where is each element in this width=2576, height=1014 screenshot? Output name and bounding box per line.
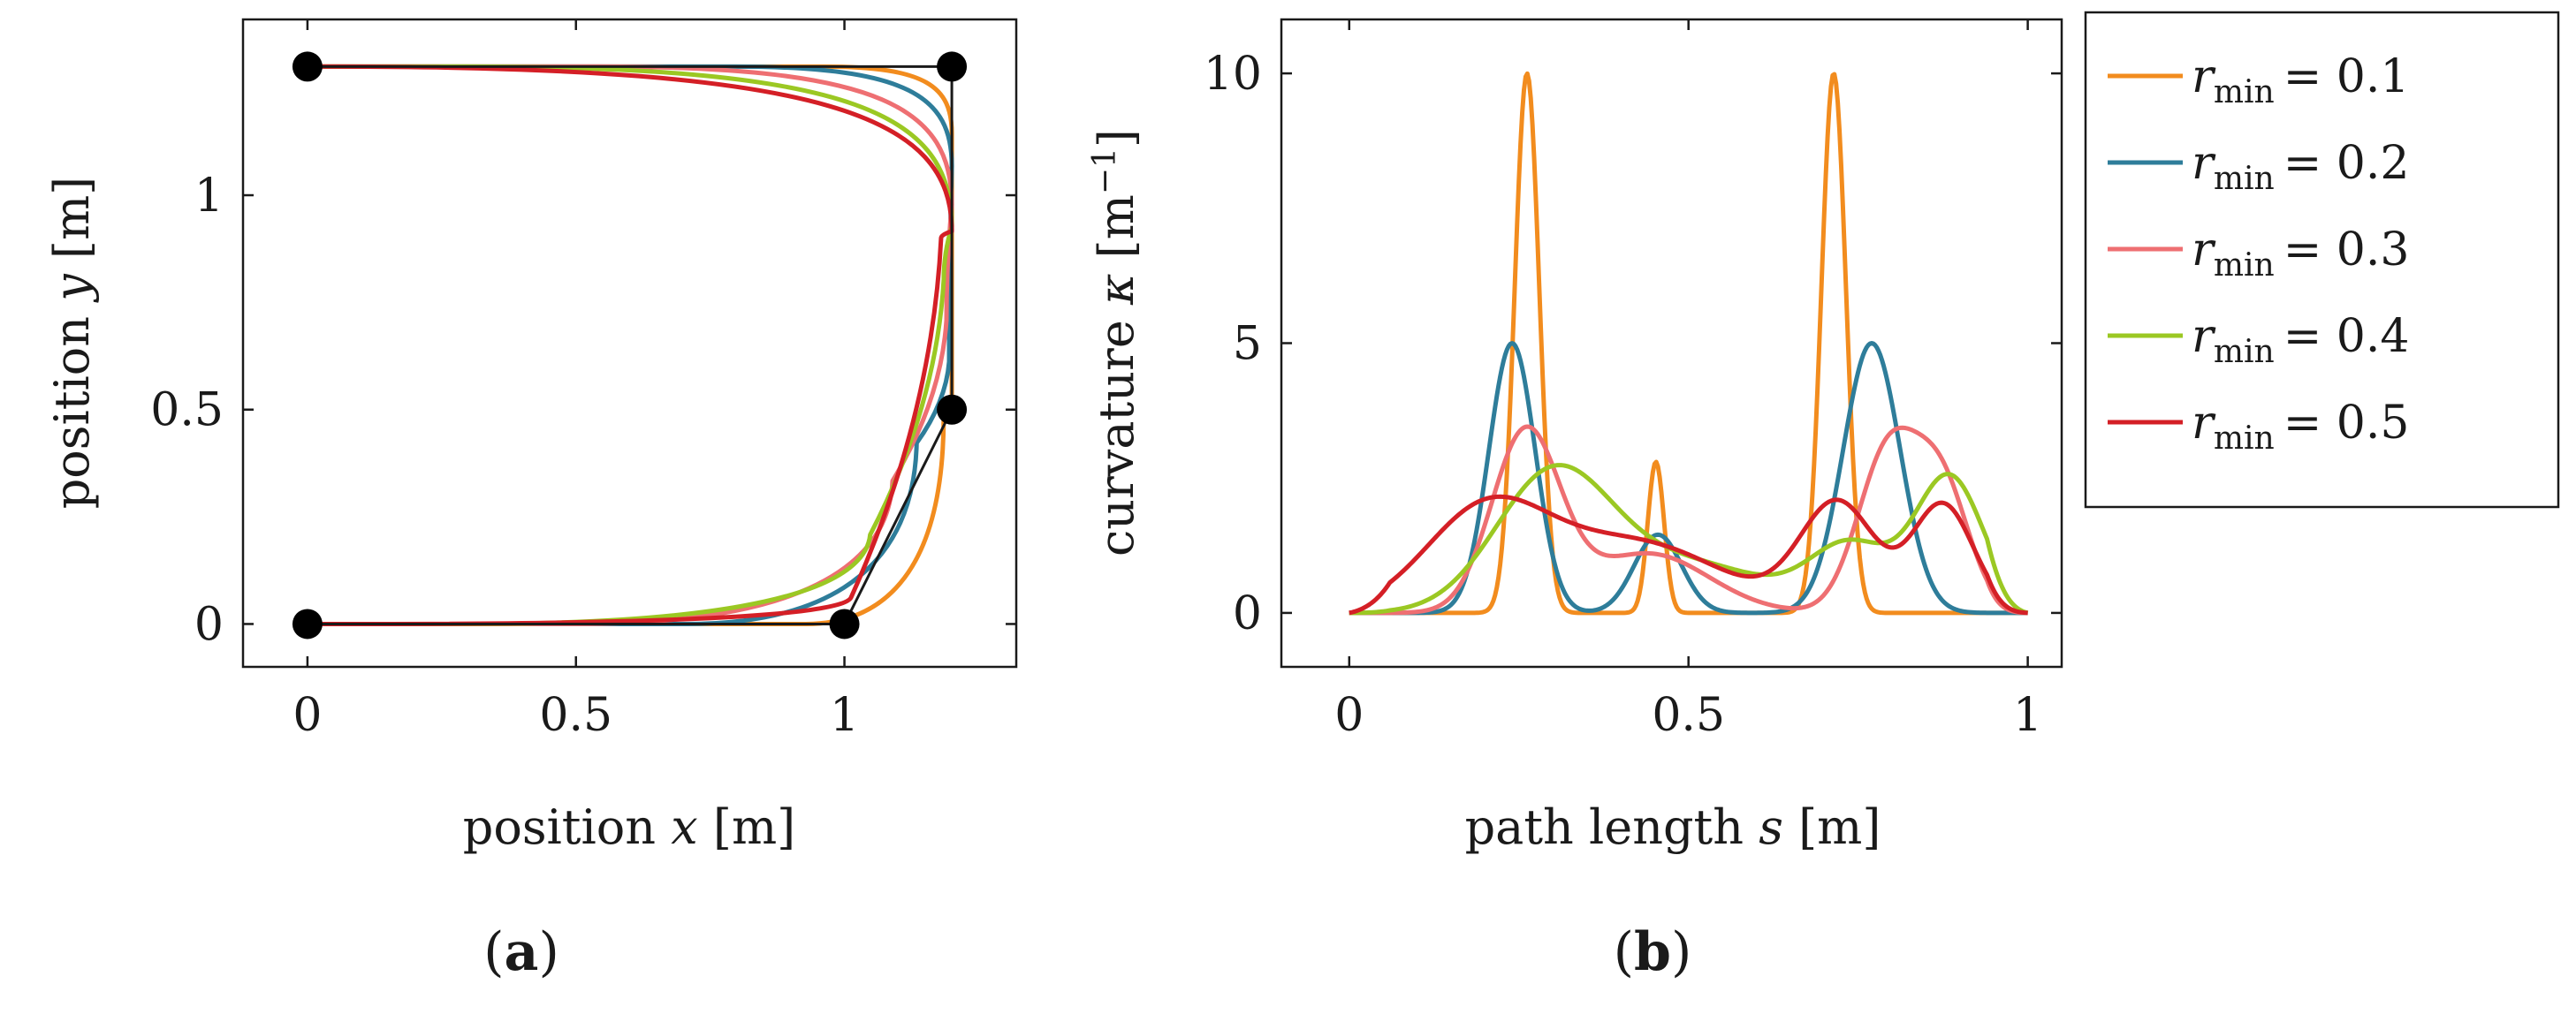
panel-a-path-r-min-0.5: [307, 64, 954, 626]
legend: rmin = 0.1 rmin = 0.2 rmin = 0.3 rmin = 0.4 …: [2084, 11, 2560, 509]
panel-a-xtick-label: 1: [830, 689, 859, 742]
panel-a-xlabel: position x [m]: [463, 799, 795, 855]
panel-a-waypoint: [937, 394, 968, 425]
panel-a-path-r-min-0.2: [307, 64, 954, 626]
legend-label-rmin-0.3: rmin = 0.3: [2192, 223, 2410, 284]
legend-entry: rmin = 0.4: [2108, 310, 2410, 370]
panel-a-path-r-min-0.4: [307, 64, 954, 626]
panel-b-curves: [1349, 71, 2029, 616]
panel-a-waypoint: [292, 51, 323, 82]
panel-a-axes-frame: [241, 18, 1018, 669]
legend-entry: rmin = 0.5: [2108, 397, 2410, 457]
panel-a-ytick-label: 0.5: [150, 384, 224, 437]
panel-a-curves: [307, 64, 954, 626]
legend-entry: rmin = 0.2: [2108, 137, 2410, 197]
panel-b-label: (b): [1614, 921, 1692, 983]
panel-a-label: (a): [483, 921, 559, 983]
panel-a-ylabel: position y [m]: [44, 177, 100, 510]
panel-b-curve-r-min-0.3: [1349, 424, 2029, 616]
panel-b-ytick-label: 10: [1204, 48, 1262, 101]
panel-b-xlabel: path length s [m]: [1465, 799, 1881, 855]
legend-box: [2084, 11, 2560, 509]
legend-label-rmin-0.1: rmin = 0.1: [2192, 50, 2410, 110]
panel-b-xtick-label: 1: [2013, 689, 2042, 742]
panel-a-waypoint-segment: [843, 409, 954, 625]
panel-a-ytick-label: 0: [194, 598, 224, 651]
panel-b-curve-r-min-0.5: [1349, 494, 2029, 616]
panel-a-xtick-label: 0.5: [539, 689, 612, 742]
panel-b-curve-r-min-0.2: [1349, 341, 2029, 616]
panel-a-xtick-label: 0: [293, 689, 322, 742]
legend-label-rmin-0.5: rmin = 0.5: [2192, 397, 2410, 457]
legend-label-rmin-0.4: rmin = 0.4: [2192, 310, 2410, 370]
panel-b-ytick-label: 0: [1233, 587, 1262, 640]
panel-b-ytick-label: 5: [1233, 318, 1262, 371]
panel-a-ytick-label: 1: [194, 170, 224, 223]
legend-label-rmin-0.2: rmin = 0.2: [2192, 137, 2410, 197]
panel-b-curve-r-min-0.1: [1349, 71, 2029, 616]
panel-a-waypoint-segments: [307, 64, 954, 625]
panel-b-ylabel: curvature κ [m−1]: [1087, 129, 1144, 556]
legend-entry: rmin = 0.3: [2108, 223, 2410, 284]
panel-b-xtick-label: 0.5: [1652, 689, 1725, 742]
panel-b-axes-frame: [1280, 18, 2063, 669]
panel-a-waypoint: [937, 51, 968, 82]
panel-a-chart: 0 0.5 1 0 0.5 1 position x [m] position y [m]…: [44, 18, 1018, 983]
panel-a-path-r-min-0.3: [307, 64, 954, 626]
panel-a-path-r-min-0.1: [307, 64, 954, 626]
panel-a-waypoints: [292, 51, 968, 639]
panel-b-xtick-label: 0: [1334, 689, 1364, 742]
panel-a-waypoint: [292, 609, 323, 639]
legend-entry: rmin = 0.1: [2108, 50, 2410, 110]
panel-b-curve-r-min-0.4: [1349, 463, 2029, 616]
panel-a-ticks: 0 0.5 1 0 0.5 1: [150, 19, 1016, 742]
panel-a-waypoint: [829, 609, 860, 639]
